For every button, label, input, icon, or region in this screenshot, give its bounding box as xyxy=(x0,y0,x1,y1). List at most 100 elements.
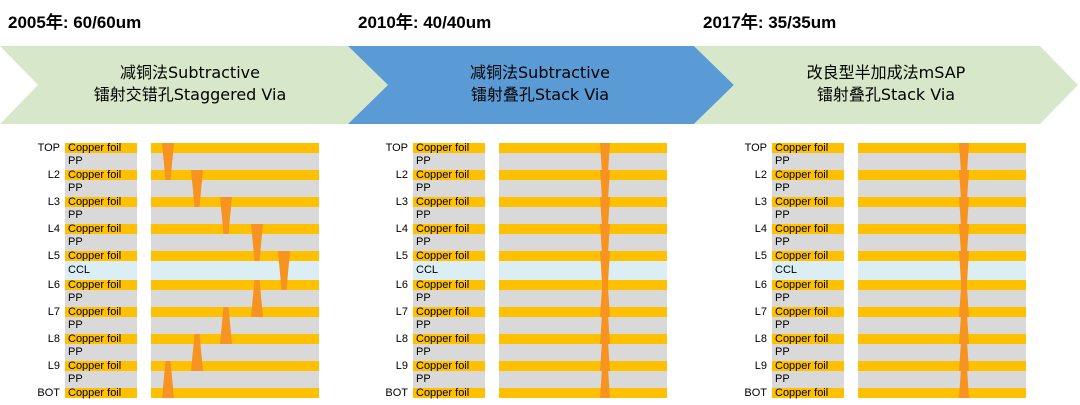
stage-2-process: 减铜法Subtractive xyxy=(470,63,610,82)
via-group xyxy=(162,143,290,398)
pp-label: PP xyxy=(413,317,485,334)
pp-layer xyxy=(499,317,667,334)
pp-label: PP xyxy=(772,317,844,334)
pp-label: PP xyxy=(413,234,485,251)
year-label-2010: 2010年: 40/40um xyxy=(358,13,492,32)
pp-layer xyxy=(858,153,1026,170)
pp-label: PP xyxy=(772,234,844,251)
layer-label-l6: L6 xyxy=(395,279,408,291)
ccl-layer xyxy=(151,261,319,280)
copper-foil-label: Copper foil xyxy=(65,251,137,262)
pp-label: PP xyxy=(65,180,137,197)
copper-foil-label: Copper foil xyxy=(772,224,844,235)
pp-layer xyxy=(499,180,667,197)
layer-label-bot: BOT xyxy=(37,387,60,399)
layer-label-top: TOP xyxy=(385,142,408,154)
layer-label-l7: L7 xyxy=(754,306,767,318)
pp-layer xyxy=(151,290,319,307)
pp-label: PP xyxy=(413,344,485,361)
pp-layer xyxy=(151,317,319,334)
copper-layer xyxy=(858,307,1026,317)
pp-label: PP xyxy=(413,153,485,170)
copper-foil-label: Copper foil xyxy=(65,143,137,154)
copper-layer xyxy=(151,170,319,180)
laser-via xyxy=(191,170,203,207)
year-label-2017: 2017年: 35/35um xyxy=(703,13,837,32)
pp-label: PP xyxy=(413,371,485,388)
layer-label-l8: L8 xyxy=(395,333,408,345)
copper-layer xyxy=(151,280,319,290)
year-label-2005: 2005年: 60/60um xyxy=(8,13,142,32)
layer-label-l2: L2 xyxy=(395,169,408,181)
stage-3-via-type: 镭射叠孔Stack Via xyxy=(816,85,956,104)
layer-label-l5: L5 xyxy=(754,250,767,262)
copper-foil-label: Copper foil xyxy=(772,251,844,262)
pp-layer xyxy=(858,207,1026,224)
copper-foil-label: Copper foil xyxy=(772,361,844,372)
pp-layer xyxy=(858,317,1026,334)
stage-1-text: 减铜法Subtractive 镭射交错孔Staggered Via xyxy=(20,62,360,106)
pp-layer xyxy=(151,207,319,224)
copper-foil-label: Copper foil xyxy=(413,280,485,291)
layer-label-l6: L6 xyxy=(754,279,767,291)
copper-layer xyxy=(858,361,1026,371)
pp-layer xyxy=(858,180,1026,197)
laser-via xyxy=(600,361,610,398)
pp-label: PP xyxy=(65,344,137,361)
stage-2-via-type: 镭射叠孔Stack Via xyxy=(470,85,610,104)
copper-foil-label: Copper foil xyxy=(413,251,485,262)
layer-label-l3: L3 xyxy=(395,196,408,208)
copper-layer xyxy=(858,197,1026,207)
copper-foil-label: Copper foil xyxy=(413,307,485,318)
stage-3-text: 改良型半加成法mSAP 镭射叠孔Stack Via xyxy=(716,62,1056,106)
layer-label-l9: L9 xyxy=(754,360,767,372)
copper-foil-label: Copper foil xyxy=(413,197,485,208)
laser-via xyxy=(162,361,174,398)
copper-layer xyxy=(858,224,1026,234)
copper-foil-label: Copper foil xyxy=(772,307,844,318)
copper-foil-label: Copper foil xyxy=(413,170,485,181)
layer-label-l4: L4 xyxy=(395,223,408,235)
copper-foil-label: Copper foil xyxy=(65,280,137,291)
pp-layer xyxy=(151,153,319,170)
pp-label: PP xyxy=(65,371,137,388)
laser-via xyxy=(278,251,290,290)
copper-layer xyxy=(499,307,667,317)
copper-foil-label: Copper foil xyxy=(65,388,137,399)
copper-foil-label: Copper foil xyxy=(413,143,485,154)
pp-layer xyxy=(151,234,319,251)
copper-layer xyxy=(499,334,667,344)
copper-layer xyxy=(499,224,667,234)
layer-label-bot: BOT xyxy=(385,387,408,399)
stage-arrow-3 xyxy=(694,46,1078,124)
copper-layer xyxy=(151,143,319,153)
laser-via xyxy=(251,280,263,317)
copper-foil-label: Copper foil xyxy=(65,334,137,345)
layer-label-l7: L7 xyxy=(47,306,60,318)
ccl-layer xyxy=(499,261,667,280)
copper-layer xyxy=(151,251,319,261)
stage-1-via-type: 镭射交错孔Staggered Via xyxy=(93,85,287,104)
pp-layer xyxy=(499,207,667,224)
pp-label: PP xyxy=(772,290,844,307)
pp-label: PP xyxy=(413,207,485,224)
layer-label-l6: L6 xyxy=(47,279,60,291)
copper-layer xyxy=(151,224,319,234)
copper-layer xyxy=(499,170,667,180)
copper-foil-label: Copper foil xyxy=(65,197,137,208)
pp-label: PP xyxy=(65,290,137,307)
pp-label: PP xyxy=(413,180,485,197)
copper-layer xyxy=(499,251,667,261)
copper-layer xyxy=(151,388,319,398)
pp-layer xyxy=(499,344,667,361)
pp-layer xyxy=(858,290,1026,307)
layer-label-top: TOP xyxy=(37,142,60,154)
stage-arrow-2 xyxy=(348,46,734,124)
layer-label-bot: BOT xyxy=(744,387,767,399)
layer-label-l8: L8 xyxy=(754,333,767,345)
copper-layer xyxy=(858,280,1026,290)
pp-label: PP xyxy=(772,153,844,170)
laser-via xyxy=(162,143,174,180)
layer-label-l3: L3 xyxy=(754,196,767,208)
copper-layer xyxy=(858,388,1026,398)
